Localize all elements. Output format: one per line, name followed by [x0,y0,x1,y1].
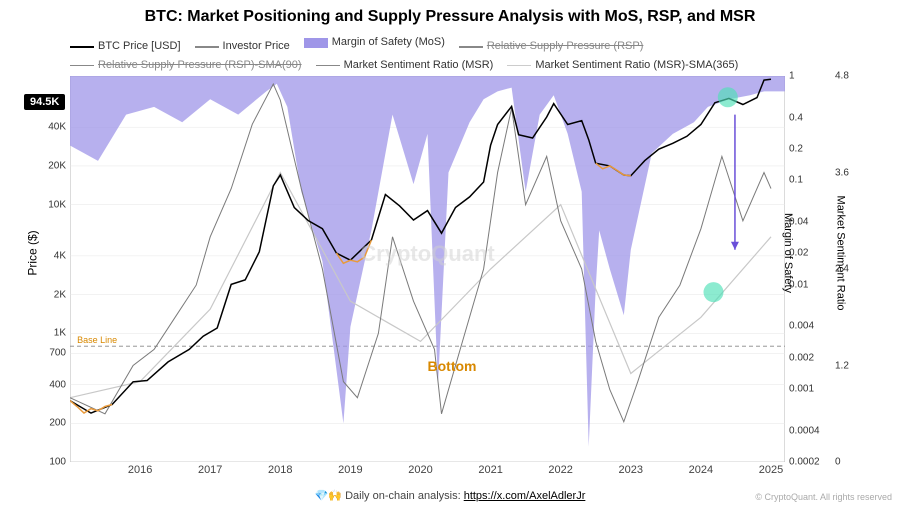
footer-link[interactable]: https://x.com/AxelAdlerJr [464,490,586,502]
y-axis-right2-label: Market Sentiment Ratio [835,196,847,311]
copyright: © CryptoQuant. All rights reserved [755,492,892,502]
chart-container: BTC: Market Positioning and Supply Press… [0,0,900,506]
plot-area: CryptoQuant Bottom Base Line 10020040070… [70,76,785,462]
y-axis-left-label: Price ($) [26,230,40,275]
watermark: CryptoQuant [360,241,494,267]
legend: BTC Price [USD]Investor PriceMargin of S… [70,34,850,74]
price-badge: 94.5K [24,94,65,110]
footer-text: 💎🙌 Daily on-chain analysis: [315,490,464,502]
x-axis-ticks: 2016201720182019202020212022202320242025 [70,464,785,480]
chart-svg [70,76,785,462]
chart-title: BTC: Market Positioning and Supply Press… [0,8,900,26]
bottom-annotation: Bottom [428,358,477,374]
baseline-label: Base Line [77,335,117,345]
